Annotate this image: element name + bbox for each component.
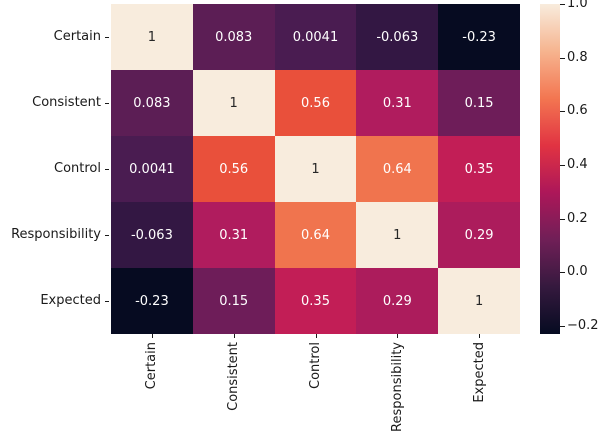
colorbar-gradient [540,4,560,334]
y-axis-tick [105,235,109,236]
y-axis-tick [105,301,109,302]
colorbar-tick [560,57,565,59]
colorbar-tick-label: 0.6 [567,103,588,119]
colorbar-tick [560,272,565,274]
y-axis-tick [105,169,109,170]
heatmap-cell: 0.15 [438,70,520,136]
x-axis-tick [479,334,481,338]
heatmap-cell: 1 [274,136,357,202]
colorbar-tick-label: 1.0 [567,0,588,11]
x-axis-label: Expected [471,342,487,407]
colorbar-tick-label: 0.2 [567,210,588,226]
y-axis-label: Responsibility [11,227,101,242]
heatmap-cell: 0.29 [438,202,520,268]
heatmap-cell: 0.083 [192,4,275,70]
x-axis-label: Control [308,342,324,393]
heatmap-grid: 1 0.083 0.0041 -0.063 -0.23 0.083 1 0.56 0.31 0.1… [111,4,520,334]
heatmap-cell: 0.35 [438,136,520,202]
x-axis-tick [151,334,153,338]
x-axis-label-text: Consistent [226,342,242,411]
x-axis-label: Certain [144,342,160,393]
colorbar-tick-label: 0.0 [567,264,588,280]
heatmap-cell: 1 [438,268,520,334]
x-axis-label-text: Certain [144,342,160,390]
heatmap-cell: 0.35 [274,268,357,334]
colorbar-tick-label: 0.4 [567,157,588,172]
x-axis-label: Consistent [226,342,242,415]
colorbar-tick-label: 0.8 [567,49,588,65]
heatmap-cell: 1 [111,4,193,70]
colorbar-tick [560,218,565,220]
heatmap-cell: 0.0041 [274,4,357,70]
heatmap-cell: 0.15 [192,268,275,334]
x-axis-tick [233,334,235,338]
colorbar-tick [560,326,565,327]
heatmap-cell: 0.29 [356,268,439,334]
x-axis-label-text: Responsibility [389,342,405,432]
x-axis-label-text: Control [308,342,323,389]
y-axis-label: Expected [40,293,101,308]
y-axis-label: Certain [53,29,101,44]
heatmap-cell: 0.56 [274,70,357,136]
colorbar-tick-label: −0.2 [567,318,599,333]
heatmap-cell: 0.31 [356,70,439,136]
heatmap-cell: 0.56 [192,136,275,202]
y-axis-tick [105,103,109,104]
x-axis-label-text: Expected [471,342,487,403]
y-axis-tick [105,37,109,38]
x-axis-label: Responsibility [389,342,405,436]
heatmap-cell: -0.063 [111,202,193,268]
x-axis-tick [315,334,317,338]
heatmap-cell: 1 [192,70,275,136]
y-axis-label: Control [54,161,101,176]
colorbar-tick [560,111,565,113]
colorbar-tick [560,4,565,5]
heatmap-cell: 0.0041 [111,136,193,202]
x-axis-tick [397,334,399,338]
heatmap-cell: -0.23 [438,4,520,70]
y-axis-label: Consistent [32,95,101,110]
heatmap-cell: -0.23 [111,268,193,334]
heatmap-cell: 1 [356,202,439,268]
heatmap-cell: 0.64 [274,202,357,268]
heatmap-cell: -0.063 [356,4,439,70]
heatmap-cell: 0.31 [192,202,275,268]
heatmap-cell: 0.083 [111,70,193,136]
colorbar-tick [560,165,565,166]
heatmap-cell: 0.64 [356,136,439,202]
